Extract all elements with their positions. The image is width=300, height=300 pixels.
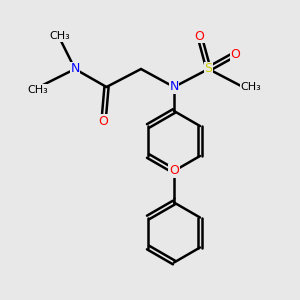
Text: O: O	[195, 29, 204, 43]
Text: N: N	[169, 80, 179, 94]
Text: O: O	[231, 47, 240, 61]
Text: O: O	[169, 164, 179, 178]
Text: N: N	[70, 62, 80, 76]
Text: CH₃: CH₃	[27, 85, 48, 95]
Text: CH₃: CH₃	[50, 31, 70, 41]
Text: O: O	[99, 115, 108, 128]
Text: S: S	[205, 62, 212, 76]
Text: CH₃: CH₃	[240, 82, 261, 92]
